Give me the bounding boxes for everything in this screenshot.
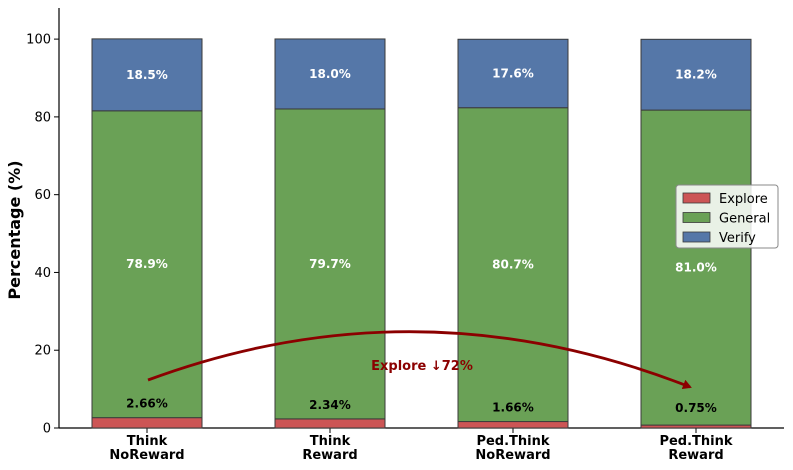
value-label-explore: 1.66% — [492, 401, 534, 415]
annotation: Explore ↓72% — [147, 330, 692, 390]
bar-segment-explore — [91, 417, 203, 429]
x-tick-label: Ped.Think Reward — [659, 434, 732, 463]
value-label-explore: 2.66% — [126, 397, 168, 411]
bar-segment-verify — [640, 38, 752, 111]
value-label-general: 79.7% — [309, 257, 351, 271]
value-label-general: 81.0% — [675, 261, 717, 275]
value-label-verify: 18.2% — [675, 68, 717, 82]
bar-segment-verify — [457, 38, 569, 109]
bar-segment-explore — [457, 421, 569, 429]
legend-swatch-explore — [682, 192, 711, 204]
value-label-verify: 18.5% — [126, 68, 168, 82]
bar-segment-verify — [274, 38, 386, 110]
bar-segment-general — [457, 107, 569, 423]
value-label-explore: 0.75% — [675, 401, 717, 415]
bar-segment-general — [640, 109, 752, 426]
y-axis-label: Percentage (%) — [5, 160, 24, 299]
bar-segment-verify — [91, 38, 203, 112]
x-tick-label: Think Reward — [302, 434, 357, 463]
bar-segment-general — [274, 108, 386, 420]
legend-swatch-verify — [682, 231, 711, 243]
value-labels: 2.66% 78.9% 18.5% 2.34% 79.7% 18.0% 1.66% 80.7%… — [126, 66, 717, 415]
annotation-arrow — [147, 330, 692, 390]
x-tick-label: Think NoReward — [109, 434, 184, 463]
y-tick-label: 40 — [34, 266, 51, 281]
bar-segment-explore — [274, 418, 386, 429]
legend-label-general: General — [719, 212, 770, 227]
value-label-general: 80.7% — [492, 258, 534, 272]
value-label-general: 78.9% — [126, 257, 168, 271]
x-tick-label: Ped.Think NoReward — [475, 434, 550, 463]
legend-swatch-general — [682, 212, 711, 223]
legend-label-verify: Verify — [719, 231, 756, 246]
bars — [91, 38, 752, 429]
y-tick-label: 100 — [26, 33, 51, 48]
legend: Explore General Verify — [675, 184, 779, 249]
value-label-explore: 2.34% — [309, 398, 351, 412]
y-tick-label: 20 — [34, 344, 51, 359]
y-tick-label: 60 — [34, 188, 51, 203]
axes: 0 20 40 60 80 100 Percentage (%) Think NoReward T… — [5, 8, 784, 463]
y-tick-label: 80 — [34, 110, 51, 125]
value-label-verify: 18.0% — [309, 67, 351, 81]
value-label-verify: 17.6% — [492, 66, 534, 80]
annotation-text: Explore ↓72% — [371, 359, 473, 374]
legend-label-explore: Explore — [719, 192, 768, 207]
y-tick-label: 0 — [43, 422, 51, 437]
